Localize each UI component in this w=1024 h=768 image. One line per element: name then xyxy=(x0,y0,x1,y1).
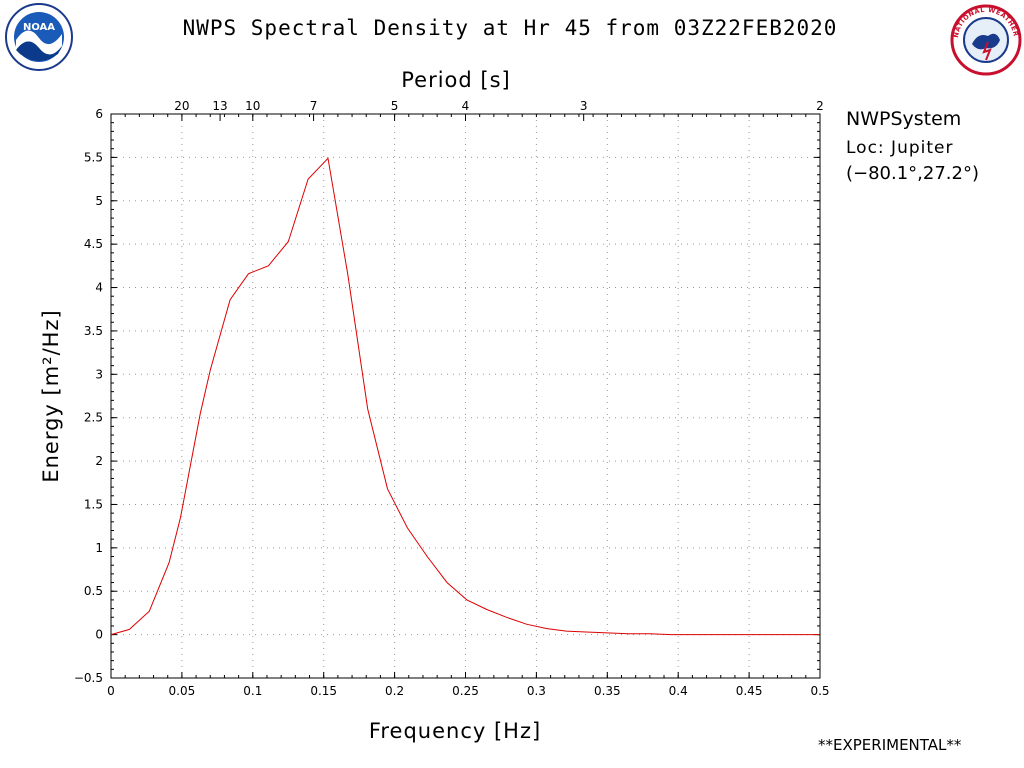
chart-grid xyxy=(111,114,820,678)
y-tick-label: 4 xyxy=(95,281,103,295)
nws-logo: NATIONAL WEATHER SERVICE xyxy=(950,4,1022,76)
noaa-logo-text: NOAA xyxy=(23,22,55,33)
y-tick-label: 4.5 xyxy=(84,237,103,251)
y-axis-label: Energy [m²/Hz] xyxy=(39,309,63,482)
x-tick-label: 0.2 xyxy=(385,684,404,698)
y-tick-label: 6 xyxy=(95,107,103,121)
x-tick-label: 0.4 xyxy=(669,684,688,698)
chart-ticks xyxy=(110,113,821,679)
x-tick-label: 0.45 xyxy=(736,684,763,698)
x-tick-labels: 0 0.05 0.1 0.15 0.2 0.25 0.3 0.35 0.4 0.45 0.5 xyxy=(107,684,829,698)
period-tick-label: 20 xyxy=(174,99,189,113)
period-tick-label: 3 xyxy=(580,99,588,113)
period-tick-label: 7 xyxy=(310,99,318,113)
system-name: NWPSystem xyxy=(846,108,962,130)
y-tick-label: 0.5 xyxy=(84,584,103,598)
location-name: Loc: Jupiter xyxy=(846,138,954,158)
x-tick-label: 0.3 xyxy=(527,684,546,698)
y-tick-label: 2.5 xyxy=(84,411,103,425)
x-tick-label: 0.1 xyxy=(243,684,262,698)
location-coords: (−80.1°,27.2°) xyxy=(846,163,980,184)
chart-title: NWPS Spectral Density at Hr 45 from 03Z2… xyxy=(182,16,838,40)
y-tick-label: 0 xyxy=(95,628,103,642)
y-tick-label: 1 xyxy=(95,541,103,555)
y-tick-labels: −0.5 0 0.5 1 1.5 2 2.5 3 3.5 4 4.5 5 5.5 6 xyxy=(74,107,103,685)
x-tick-label: 0.5 xyxy=(810,684,829,698)
period-axis-label: Period [s] xyxy=(401,68,510,92)
experimental-label: **EXPERIMENTAL** xyxy=(818,736,962,754)
x-tick-label: 0.15 xyxy=(310,684,337,698)
series-line xyxy=(110,157,820,636)
y-tick-label: 5 xyxy=(95,194,103,208)
period-tick-labels: 20 13 10 7 5 4 3 2 xyxy=(174,99,824,113)
x-tick-label: 0 xyxy=(107,684,115,698)
x-tick-label: 0.25 xyxy=(452,684,479,698)
period-tick-label: 5 xyxy=(391,99,399,113)
y-tick-label: 3.5 xyxy=(84,324,103,338)
x-axis-label: Frequency [Hz] xyxy=(369,719,541,743)
y-tick-label: −0.5 xyxy=(74,671,103,685)
y-tick-label: 5.5 xyxy=(84,150,103,164)
y-tick-label: 3 xyxy=(95,367,103,381)
x-tick-label: 0.05 xyxy=(169,684,196,698)
period-tick-label: 10 xyxy=(245,99,260,113)
x-tick-label: 0.35 xyxy=(594,684,621,698)
period-tick-label: 13 xyxy=(212,99,227,113)
y-tick-label: 1.5 xyxy=(84,497,103,511)
y-tick-label: 2 xyxy=(95,454,103,468)
period-tick-label: 4 xyxy=(462,99,470,113)
noaa-logo: NOAA xyxy=(5,3,73,71)
period-tick-label: 2 xyxy=(816,99,824,113)
